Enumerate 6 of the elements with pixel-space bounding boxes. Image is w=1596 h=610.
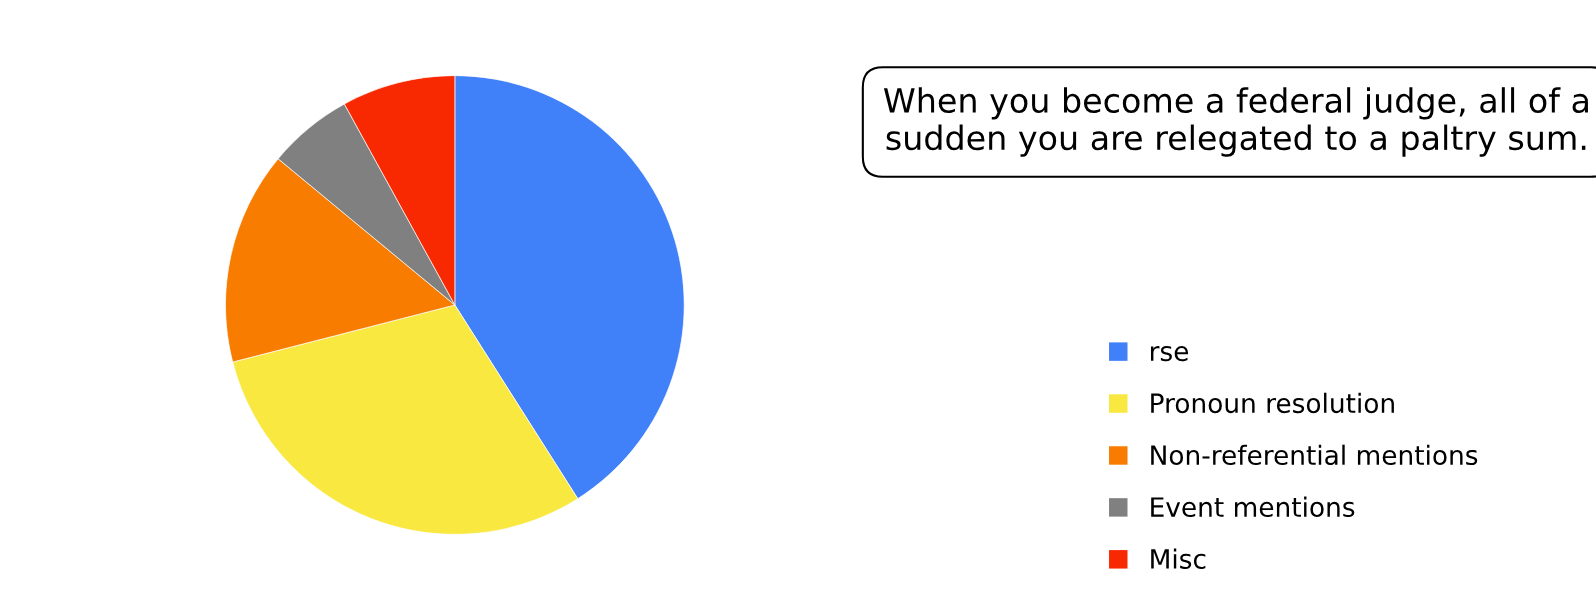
legend-label: Non-referential mentions bbox=[1151, 444, 1478, 466]
legend-label: Event mentions bbox=[1151, 496, 1355, 518]
legend-label: Pronoun resolution bbox=[1151, 392, 1394, 414]
text: When you become a federal judge, all of a sudden you are relegated to a paltry sum. bbox=[883, 87, 1588, 157]
legend-label: rse bbox=[1151, 346, 1189, 362]
legend-label: Misc bbox=[1151, 548, 1206, 569]
